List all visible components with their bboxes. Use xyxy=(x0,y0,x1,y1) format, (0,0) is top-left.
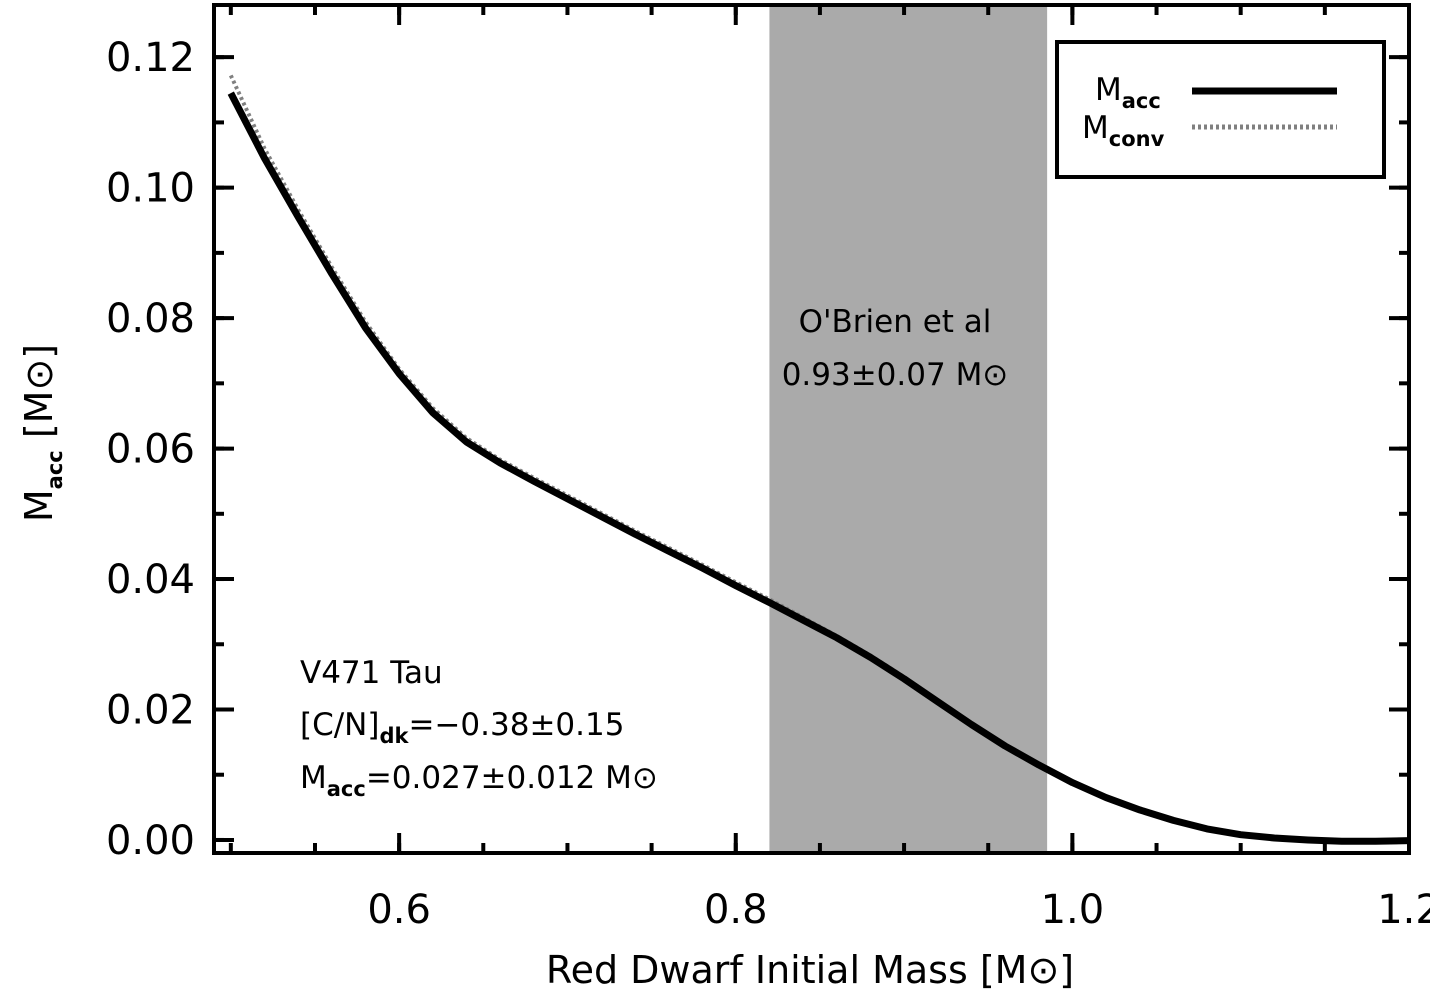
legend-label-mconv: Mconv xyxy=(1082,110,1165,151)
y-axis-title-main: M xyxy=(17,489,61,522)
legend-label-macc: Macc xyxy=(1095,72,1161,113)
y-tick-label: 0.10 xyxy=(106,166,195,212)
cn-ratio-subscript: dk xyxy=(379,724,409,748)
legend-label-macc-main: M xyxy=(1095,72,1122,108)
legend-label-mconv-sub: conv xyxy=(1109,127,1165,151)
y-tick-labels: 0.00 0.02 0.04 0.06 0.08 0.10 0.12 xyxy=(106,35,195,864)
obrien-annotation-line2: 0.93±0.07 M⊙ xyxy=(782,357,1009,393)
cn-ratio-annotation: [C/N]dk=−0.38±0.15 xyxy=(300,707,624,748)
x-tick-label: 1.2 xyxy=(1377,887,1430,933)
x-tick-label: 0.6 xyxy=(367,887,431,933)
macc-value-annotation: Macc=0.027±0.012 M⊙ xyxy=(300,760,658,801)
legend-label-mconv-main: M xyxy=(1082,110,1109,146)
y-tick-label: 0.00 xyxy=(106,818,195,864)
cn-ratio-prefix: [C/N] xyxy=(300,707,379,743)
series-line-m-acc xyxy=(227,91,1410,845)
series-layer xyxy=(227,74,1410,845)
y-tick-label: 0.04 xyxy=(106,557,195,603)
x-tick-label: 1.0 xyxy=(1041,887,1105,933)
y-tick-label: 0.12 xyxy=(106,35,195,81)
y-axis-title-unit: [M⊙] xyxy=(17,344,61,450)
star-name-annotation: V471 Tau xyxy=(300,655,443,691)
y-tick-label: 0.06 xyxy=(106,427,195,473)
y-tick-label: 0.02 xyxy=(106,687,195,733)
y-axis-title-sub: acc xyxy=(43,450,67,489)
legend-box xyxy=(1055,40,1386,179)
x-axis-title: Red Dwarf Initial Mass [M⊙] xyxy=(546,948,1074,992)
x-tick-label: 0.8 xyxy=(704,887,768,933)
cn-ratio-value: =−0.38±0.15 xyxy=(408,707,624,743)
legend-label-macc-sub: acc xyxy=(1122,89,1161,113)
plot-frame xyxy=(212,3,1411,855)
x-tick-labels: 0.6 0.8 1.0 1.2 xyxy=(367,887,1430,933)
macc-value-prefix: M xyxy=(300,760,327,796)
macc-value-text: =0.027±0.012 M⊙ xyxy=(366,760,658,796)
y-tick-label: 0.08 xyxy=(106,296,195,342)
obrien-annotation-line1: O'Brien et al xyxy=(799,304,992,340)
y-axis-title: Macc [M⊙] xyxy=(17,344,67,522)
macc-value-subscript: acc xyxy=(327,777,366,801)
obrien-mass-range-band xyxy=(769,5,1048,853)
legend: Macc Mconv xyxy=(1055,40,1386,179)
